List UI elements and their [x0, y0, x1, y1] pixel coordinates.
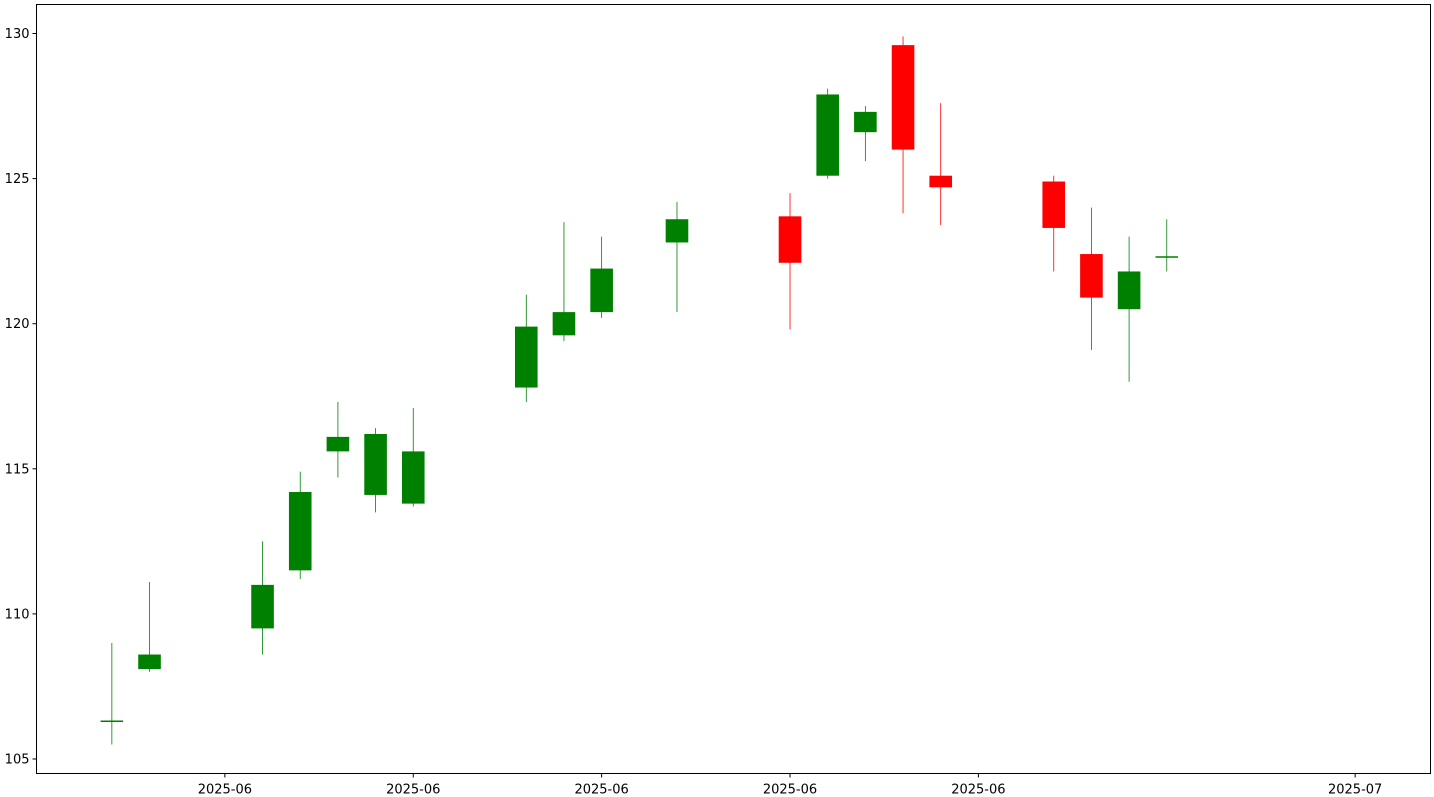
x-tick-label: 2025-06 — [763, 783, 817, 797]
candle — [854, 106, 877, 162]
candle-body — [816, 94, 839, 176]
candle-body — [138, 654, 161, 670]
candle — [665, 201, 689, 313]
x-tick-label: 2025-06 — [386, 783, 440, 797]
candle-body — [552, 312, 576, 336]
candles-layer — [100, 36, 1179, 745]
candle-body — [1042, 181, 1066, 228]
candle-body — [929, 175, 953, 188]
candle — [1117, 236, 1141, 382]
candle-body — [1080, 254, 1103, 298]
candle — [552, 222, 576, 342]
x-tick-label: 2025-06 — [951, 783, 1005, 797]
candle-body — [514, 326, 538, 388]
candle — [138, 581, 161, 672]
candle-body — [778, 216, 802, 263]
x-tick-label: 2025-06 — [198, 783, 252, 797]
candle — [929, 103, 953, 226]
y-tick-label: 115 — [5, 462, 30, 477]
x-axis: 2025-06 2025-06 2025-06 2025-06 2025-06 2025-… — [198, 773, 1382, 797]
candle — [891, 36, 915, 214]
candle — [251, 541, 274, 655]
candle-body — [251, 584, 274, 629]
candle-body — [401, 451, 425, 504]
candle-body — [590, 268, 613, 313]
y-axis: 105 110 115 120 125 130 — [5, 27, 37, 767]
candle — [326, 402, 350, 478]
candle — [401, 407, 425, 507]
candle — [364, 428, 387, 513]
candle — [100, 642, 124, 745]
candle-body — [1117, 271, 1141, 310]
candle — [1155, 219, 1179, 272]
y-tick-label: 105 — [5, 752, 30, 767]
candle — [1042, 175, 1066, 272]
y-tick-label: 120 — [5, 317, 30, 332]
candle — [778, 193, 802, 330]
candle-body — [854, 111, 877, 133]
candle — [590, 236, 613, 318]
candle — [288, 471, 312, 580]
candle — [816, 88, 839, 179]
x-tick-label: 2025-06 — [574, 783, 628, 797]
y-tick-label: 125 — [5, 172, 30, 187]
candle-body — [326, 436, 350, 452]
candle-body — [288, 492, 312, 571]
y-tick-label: 110 — [5, 607, 30, 622]
candle — [514, 294, 538, 403]
candle-body — [891, 45, 915, 150]
y-tick-label: 130 — [5, 27, 30, 42]
x-tick-label: 2025-07 — [1328, 783, 1382, 797]
candle — [1080, 207, 1103, 350]
candle-body — [364, 433, 387, 495]
candle-body — [665, 219, 689, 243]
plot-area-frame — [36, 4, 1431, 774]
